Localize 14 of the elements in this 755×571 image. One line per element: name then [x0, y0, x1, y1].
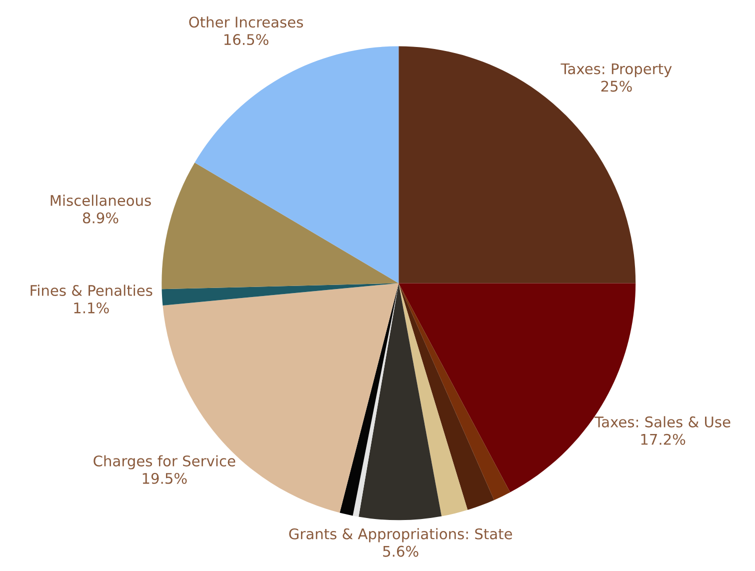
slice-label: Charges for Service — [94, 455, 236, 470]
data-label: 17.2% — [641, 434, 686, 445]
slice-label: Miscellaneous — [50, 194, 151, 206]
slice-label: Taxes: Sales & Use — [594, 416, 730, 428]
data-label: 25% — [601, 80, 632, 92]
slice-label: Taxes: Property — [560, 63, 672, 78]
data-label: 16.5% — [224, 34, 268, 46]
slice-label: Grants & Appropriations: State — [289, 528, 512, 542]
data-label: 8.9% — [82, 212, 118, 224]
data-label: 5.6% — [383, 546, 418, 557]
slice-label: Other Increases — [189, 16, 303, 28]
data-label: 1.1% — [74, 302, 109, 314]
data-label: 19.5% — [142, 472, 187, 484]
slice-label: Fines & Penalties — [30, 284, 152, 296]
